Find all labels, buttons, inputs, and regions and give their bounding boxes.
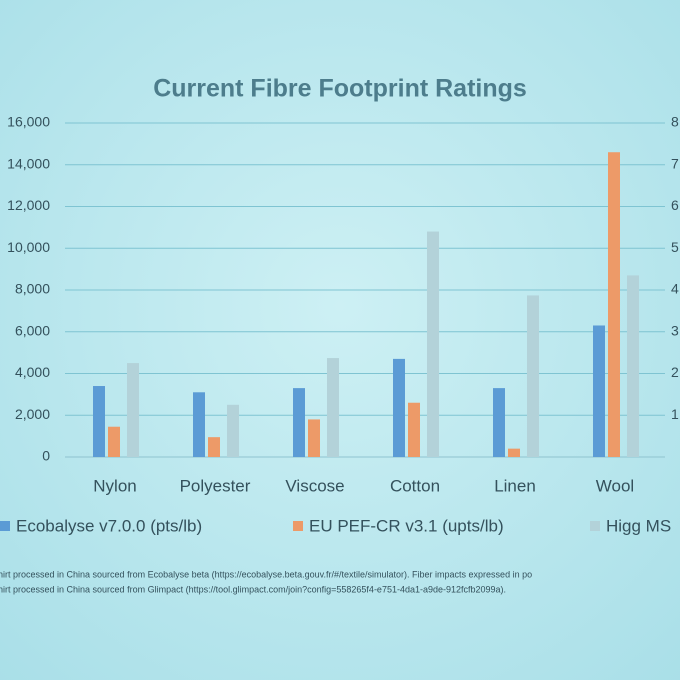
bar [93,386,105,457]
y2-tick-label: 8 [671,114,679,130]
y2-tick-label: 6 [671,197,679,213]
y-tick-label: 10,000 [7,239,50,255]
y2-tick-label: 3 [671,322,679,338]
x-tick-label: Wool [596,476,634,495]
bar [208,437,220,457]
bar [593,325,605,457]
y2-tick-label: 7 [671,155,679,171]
bar [493,388,505,457]
y2-tick-label: 5 [671,239,679,255]
bar [193,392,205,457]
bar [393,358,405,457]
legend-label: Higg MS [606,516,671,535]
legend-swatch [293,521,303,531]
y-tick-label: 2,000 [15,406,50,422]
bar [308,419,320,457]
bar [608,152,620,457]
bar [327,358,339,457]
y2-tick-label: 2 [671,364,679,380]
x-tick-label: Polyester [180,476,251,495]
bar [108,426,120,457]
legend-label: EU PEF-CR v3.1 (upts/lb) [309,516,504,535]
y-tick-label: 16,000 [7,114,50,130]
bar [508,448,520,457]
y-tick-label: 14,000 [7,155,50,171]
x-tick-label: Linen [494,476,536,495]
footnote: hirt processed in China sourced from Eco… [0,569,532,579]
bar [408,402,420,457]
bar [627,275,639,457]
legend-swatch [590,521,600,531]
legend-label: Ecobalyse v7.0.0 (pts/lb) [16,516,202,535]
y-tick-label: 0 [42,448,50,464]
y-tick-label: 4,000 [15,364,50,380]
bar [127,363,139,457]
y-tick-label: 12,000 [7,197,50,213]
y2-tick-label: 1 [671,406,679,422]
footnote: hirt processed in China sourced from Gli… [0,584,506,594]
legend-swatch [0,521,10,531]
x-tick-label: Nylon [93,476,136,495]
bar [293,388,305,457]
y2-tick-label: 4 [671,281,679,297]
y-tick-label: 6,000 [15,322,50,338]
y-tick-label: 8,000 [15,281,50,297]
chart-title: Current Fibre Footprint Ratings [153,75,527,103]
bar [227,404,239,457]
bar [527,295,539,457]
bar [427,231,439,457]
x-tick-label: Cotton [390,476,440,495]
x-tick-label: Viscose [285,476,344,495]
